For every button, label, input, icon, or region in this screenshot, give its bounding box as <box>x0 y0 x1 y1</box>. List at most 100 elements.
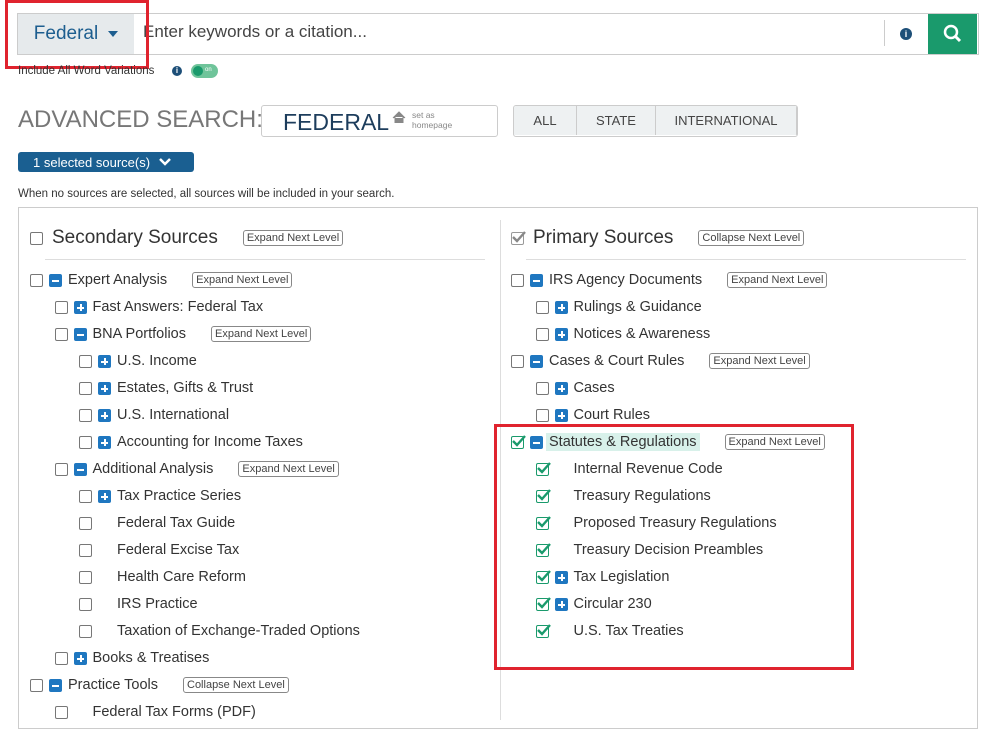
checkbox[interactable] <box>79 625 92 638</box>
checkbox[interactable] <box>535 301 549 314</box>
source-label[interactable]: Estates, Gifts & Trust <box>117 380 254 396</box>
source-label[interactable]: Practice Tools <box>68 677 158 693</box>
source-label[interactable]: Health Care Reform <box>117 569 246 585</box>
checkbox[interactable] <box>535 328 549 341</box>
search-input[interactable]: Enter keywords or a citation... <box>143 22 367 41</box>
minus-icon[interactable] <box>49 679 62 692</box>
home-icon[interactable] <box>392 111 406 123</box>
source-label[interactable]: Books & Treatises <box>92 650 210 666</box>
plus-icon[interactable] <box>73 652 87 665</box>
plus-icon[interactable] <box>554 409 568 422</box>
source-label[interactable]: U.S. Tax Treaties <box>573 623 684 639</box>
checkbox[interactable] <box>535 382 549 395</box>
checkbox[interactable] <box>79 571 92 584</box>
source-label[interactable]: Tax Legislation <box>573 569 670 585</box>
tab[interactable]: STATE <box>577 106 656 135</box>
plus-icon[interactable] <box>98 382 111 395</box>
checkbox[interactable] <box>511 355 524 368</box>
checkbox[interactable] <box>535 597 551 611</box>
source-label[interactable]: U.S. Income <box>117 353 197 369</box>
checkbox[interactable] <box>535 543 551 557</box>
source-label[interactable]: Circular 230 <box>573 596 652 612</box>
plus-icon[interactable] <box>554 571 568 584</box>
source-label[interactable]: Notices & Awareness <box>573 326 711 342</box>
level-button[interactable]: Collapse Next Level <box>183 677 289 693</box>
checkbox[interactable] <box>511 274 524 287</box>
tab[interactable]: ALL <box>514 106 577 135</box>
level-button[interactable]: Expand Next Level <box>724 434 825 450</box>
source-label[interactable]: Cases <box>573 380 615 396</box>
minus-icon[interactable] <box>530 436 543 449</box>
checkbox[interactable] <box>535 409 549 422</box>
checkbox[interactable] <box>79 409 92 422</box>
plus-icon[interactable] <box>554 598 568 611</box>
checkbox[interactable] <box>511 435 526 449</box>
source-label[interactable]: Treasury Regulations <box>573 488 711 504</box>
plus-icon[interactable] <box>98 490 111 503</box>
source-label[interactable]: Internal Revenue Code <box>573 461 723 477</box>
checkbox[interactable] <box>535 624 551 638</box>
source-label[interactable]: Federal Excise Tax <box>117 542 240 558</box>
checkbox[interactable] <box>54 652 68 665</box>
checkbox[interactable] <box>54 463 68 476</box>
source-label[interactable]: Statutes & Regulations <box>546 433 700 451</box>
info-icon[interactable]: i <box>172 66 182 76</box>
level-button[interactable]: Expand Next Level <box>709 353 810 369</box>
checkbox[interactable] <box>535 462 551 476</box>
source-label[interactable]: Rulings & Guidance <box>573 299 702 315</box>
source-label[interactable]: Tax Practice Series <box>117 488 242 504</box>
source-label[interactable]: U.S. International <box>117 407 230 423</box>
set-home-link[interactable]: set as homepage <box>412 110 453 130</box>
plus-icon[interactable] <box>98 355 111 368</box>
minus-icon[interactable] <box>49 274 62 287</box>
source-label[interactable]: Taxation of Exchange-Traded Options <box>117 623 360 639</box>
plus-icon[interactable] <box>98 436 111 449</box>
checkbox[interactable] <box>54 301 68 314</box>
jurisdiction-dropdown[interactable]: Federal <box>18 14 134 54</box>
checkbox[interactable] <box>30 679 43 692</box>
checkbox[interactable] <box>79 382 92 395</box>
level-button[interactable]: Expand Next Level <box>242 230 344 246</box>
info-icon[interactable]: i <box>900 28 912 40</box>
source-label[interactable]: Federal Tax Forms (PDF) <box>92 704 256 720</box>
plus-icon[interactable] <box>554 328 568 341</box>
source-label[interactable]: Court Rules <box>573 407 651 423</box>
checkbox[interactable] <box>79 436 92 449</box>
plus-icon[interactable] <box>98 409 111 422</box>
source-label[interactable]: Accounting for Income Taxes <box>117 434 303 450</box>
level-button[interactable]: Expand Next Level <box>211 326 312 342</box>
search-button[interactable] <box>928 14 977 54</box>
source-label[interactable]: Expert Analysis <box>68 272 168 288</box>
plus-icon[interactable] <box>554 301 568 314</box>
checkbox[interactable] <box>79 490 92 503</box>
checkbox[interactable] <box>535 570 551 584</box>
checkbox[interactable] <box>79 598 92 611</box>
level-button[interactable]: Expand Next Level <box>727 272 828 288</box>
source-label[interactable]: BNA Portfolios <box>92 326 187 342</box>
level-button[interactable]: Expand Next Level <box>238 461 339 477</box>
checkbox[interactable] <box>30 274 43 287</box>
checkbox[interactable] <box>30 231 43 245</box>
level-button[interactable]: Expand Next Level <box>192 272 293 288</box>
minus-icon[interactable] <box>73 328 87 341</box>
source-label[interactable]: Treasury Decision Preambles <box>573 542 764 558</box>
plus-icon[interactable] <box>554 382 568 395</box>
checkbox[interactable] <box>79 544 92 557</box>
tab[interactable]: INTERNATIONAL <box>656 106 797 135</box>
source-label[interactable]: Additional Analysis <box>92 461 214 477</box>
source-label[interactable]: IRS Practice <box>117 596 198 612</box>
checkbox[interactable] <box>79 355 92 368</box>
source-label[interactable]: Fast Answers: Federal Tax <box>92 299 264 315</box>
toggle[interactable]: on <box>191 64 218 78</box>
selected-badge[interactable]: 1 selected source(s) <box>18 152 194 172</box>
source-label[interactable]: Federal Tax Guide <box>117 515 236 531</box>
source-label[interactable]: IRS Agency Documents <box>549 272 703 288</box>
checkbox[interactable] <box>54 328 68 341</box>
source-label[interactable]: Proposed Treasury Regulations <box>573 515 777 531</box>
level-button[interactable]: Collapse Next Level <box>698 230 805 246</box>
minus-icon[interactable] <box>73 463 87 476</box>
source-label[interactable]: Cases & Court Rules <box>549 353 685 369</box>
checkbox[interactable] <box>535 516 551 530</box>
checkbox[interactable] <box>54 706 68 719</box>
minus-icon[interactable] <box>530 355 543 368</box>
